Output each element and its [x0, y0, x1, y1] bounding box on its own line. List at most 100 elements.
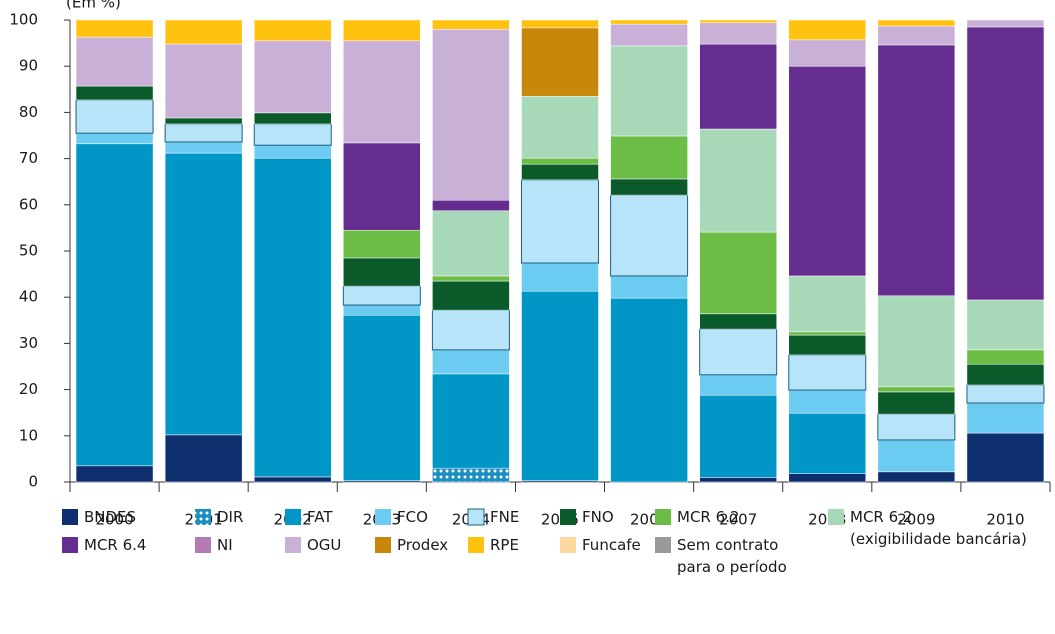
legend-swatch [560, 537, 576, 553]
bar-segment [432, 373, 510, 469]
bar-segment [253, 144, 332, 159]
legend-label: Sem contrato para o período [677, 536, 787, 576]
y-tick-label: 60 [19, 195, 38, 213]
bar-segment [253, 19, 332, 42]
bar-segment [432, 275, 510, 282]
bar-segment [521, 27, 599, 97]
bar-segment [966, 402, 1045, 434]
bar-segment [521, 95, 599, 159]
bar-segment [877, 386, 956, 393]
y-tick-label: 0 [28, 473, 38, 491]
y-tick-label: 80 [19, 103, 38, 121]
bar-segment [75, 36, 154, 87]
legend-label: FNO [582, 508, 614, 526]
y-tick-label: 30 [19, 334, 38, 352]
bar-segment [699, 374, 777, 396]
bar-segment [343, 304, 421, 316]
bar-segment [788, 331, 867, 336]
bar-segment [788, 19, 867, 41]
bar-segment [343, 257, 421, 287]
legend-label: FAT [307, 508, 333, 526]
bar-segment [788, 275, 867, 333]
legend-label: MCR 6.2 (exigibilidade bancária) [850, 508, 1027, 548]
bar-segment [788, 389, 867, 414]
bar-segment [521, 163, 599, 181]
legend-label: Funcafe [582, 536, 641, 554]
bar-segment [788, 412, 867, 474]
legend-swatch [655, 537, 671, 553]
legend-label: NI [217, 536, 233, 554]
x-tick-label: 2007 [719, 511, 757, 529]
y-tick-label: 70 [19, 149, 38, 167]
x-tick-label: 2000 [95, 511, 133, 529]
bar-segment [699, 313, 777, 330]
legend-label: FNE [490, 508, 519, 526]
bar-segment [164, 43, 243, 119]
bar-segment [75, 99, 154, 134]
bar-segment [253, 123, 332, 146]
bar-segment [877, 413, 956, 441]
legend-label: DIR [217, 508, 243, 526]
bar-segment [75, 143, 154, 467]
x-tick-label: 2009 [897, 511, 935, 529]
bar-segment [164, 434, 243, 483]
bar-segment [342, 285, 421, 306]
bar-segment [253, 476, 332, 483]
legend-swatch [467, 508, 485, 526]
bar-segment [610, 135, 688, 180]
bar-segment [432, 210, 510, 277]
bar-segment [253, 112, 332, 125]
bar-segment [164, 141, 243, 154]
bar-segment [75, 132, 154, 145]
legend-swatch [468, 537, 484, 553]
bar-segment [699, 231, 777, 315]
legend-label: MCR 6.2 [677, 508, 739, 526]
bar-segment [343, 19, 421, 42]
bar-segment [164, 117, 243, 125]
bar-segment [521, 157, 599, 165]
y-tick-label: 100 [9, 11, 38, 29]
bar-segment [788, 334, 867, 356]
bar-segment [699, 477, 777, 483]
legend-label: BNDES [84, 508, 136, 526]
bar-segment [432, 280, 510, 311]
bar-segment [432, 199, 510, 212]
bar-segment [877, 391, 956, 415]
x-tick-label: 2010 [986, 511, 1024, 529]
bar-segment [610, 297, 688, 483]
bar-segment [788, 39, 867, 67]
y-tick-label: 20 [19, 380, 38, 398]
bar-segment [610, 194, 689, 277]
legend-label: Prodex [397, 536, 448, 554]
legend-swatch [828, 509, 844, 525]
bar-segment [343, 142, 421, 231]
bar-segment [432, 19, 510, 30]
bar-segment [788, 473, 867, 483]
bar-segment [877, 25, 956, 46]
bar-segment [877, 44, 956, 297]
bar-segment [610, 178, 688, 196]
legend-swatch [375, 509, 391, 525]
legend-label: RPE [490, 536, 519, 554]
bar-segment [521, 19, 599, 29]
y-tick-label: 90 [19, 57, 38, 75]
bar-segment [966, 299, 1045, 351]
bar-segment [343, 40, 421, 144]
legend-swatch [655, 509, 671, 525]
y-tick-label: 40 [19, 288, 38, 306]
bar-segment [432, 349, 510, 375]
legend-swatch [62, 509, 78, 525]
bar-segment [164, 19, 243, 45]
legend-swatch [195, 537, 211, 553]
bar-segment [699, 328, 778, 376]
legend-label: MCR 6.4 [84, 536, 146, 554]
bar-segment [164, 152, 243, 436]
bar-segment [521, 262, 599, 292]
bar-segment [164, 123, 243, 143]
bar-segment [610, 275, 688, 299]
bar-segment [966, 432, 1045, 483]
bar-segment [966, 19, 1045, 28]
legend-label: OGU [307, 536, 341, 554]
legend-swatch [285, 537, 301, 553]
